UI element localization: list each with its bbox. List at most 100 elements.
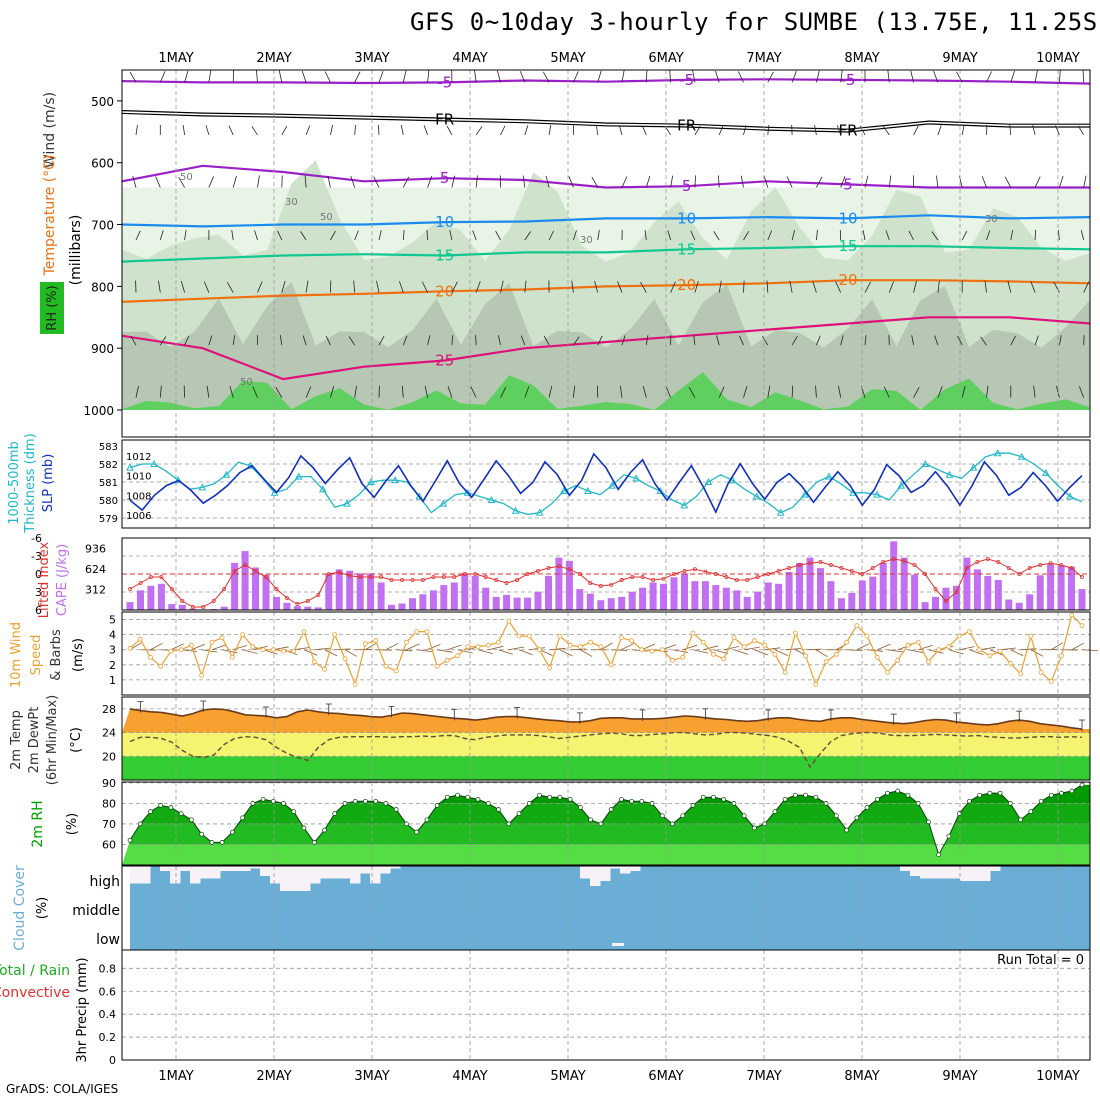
wind-barb xyxy=(888,281,894,293)
cape-bar xyxy=(524,597,531,610)
lifted-index-marker xyxy=(483,575,488,579)
rh-line xyxy=(129,784,1083,856)
thickness-marker xyxy=(439,499,448,507)
cloud-high-gap xyxy=(290,866,301,891)
cape-bar xyxy=(827,581,835,610)
wind-speed-marker xyxy=(731,635,737,641)
isotherm-line xyxy=(121,164,1090,189)
wind-barb xyxy=(206,385,210,398)
wind-barb xyxy=(232,335,236,346)
wind-barb xyxy=(447,386,453,398)
wind-barb xyxy=(279,335,283,346)
y-tick-label: 700 xyxy=(91,219,114,233)
wind-barb xyxy=(376,280,380,293)
lifted-index-marker xyxy=(672,572,676,576)
wind-barb xyxy=(519,71,526,83)
wind-barb-10m xyxy=(652,649,668,653)
wind-barb xyxy=(256,70,258,83)
wind-barb xyxy=(816,335,821,346)
wind-barb-10m xyxy=(488,645,504,651)
cape-bar xyxy=(565,560,573,610)
wind-barb xyxy=(325,335,331,346)
wind-barb xyxy=(524,280,527,293)
wind-barb xyxy=(645,335,649,346)
wind-barb xyxy=(665,386,671,398)
cape-bar xyxy=(1068,566,1075,610)
wind-barb-10m xyxy=(1071,642,1085,651)
wind-barb xyxy=(882,126,890,136)
cloud-high-gap xyxy=(250,866,261,869)
lifted-index-marker xyxy=(776,569,781,573)
lifted-index-marker xyxy=(515,578,520,582)
cape-bar xyxy=(262,574,270,610)
lifted-index-marker xyxy=(577,572,582,576)
axis-label-minmax: (6hr Min/Max) xyxy=(45,695,60,785)
wind10m-panel: 5 4 3 2 1 xyxy=(109,611,1098,696)
rh-marker xyxy=(854,815,860,821)
wind-speed-marker xyxy=(711,651,716,657)
cape-bar xyxy=(754,591,762,610)
thickness-marker xyxy=(391,476,399,484)
wind-speed-marker xyxy=(915,639,921,645)
thickness-marker xyxy=(921,459,930,467)
rh-marker xyxy=(659,813,665,819)
cloud-high-gap xyxy=(240,866,251,871)
temp2m-panel: 28 24 20 xyxy=(102,696,1091,781)
wind-speed-marker xyxy=(168,648,174,654)
wind-speed-marker xyxy=(1028,633,1034,639)
lifted-index-marker xyxy=(933,587,938,591)
wind-barb-10m xyxy=(918,644,933,651)
cloud-high-gap xyxy=(260,866,271,876)
rh-marker xyxy=(383,801,389,806)
thickness-marker xyxy=(1017,452,1026,460)
wind-barb xyxy=(713,231,720,241)
wind-barb xyxy=(1004,176,1012,188)
wind-barb xyxy=(986,230,991,241)
rh-marker xyxy=(782,796,788,802)
rh-marker xyxy=(588,817,593,823)
wind-barb xyxy=(231,230,234,241)
rh-band-70 xyxy=(122,281,1090,410)
lifted-index-marker xyxy=(536,569,540,573)
wind-barb-10m xyxy=(744,646,760,651)
wind-barb xyxy=(451,335,454,346)
lifted-index-marker xyxy=(661,576,666,581)
cape-bar xyxy=(346,570,354,610)
axis-label-rh: RH (%) xyxy=(45,285,60,330)
lifted-index-marker xyxy=(473,572,478,576)
rh-marker xyxy=(721,796,727,802)
x-tick-label-top: 1MAY xyxy=(158,51,193,66)
cape-bar xyxy=(733,590,741,610)
thickness-marker xyxy=(584,486,592,494)
rh-marker xyxy=(803,792,808,798)
wind-barb xyxy=(984,280,987,293)
axis-label-barbs: & Barbs xyxy=(49,629,64,681)
axis-label-cloud-units: (%) xyxy=(35,897,50,920)
rh-marker xyxy=(915,801,921,806)
wind-barb-10m xyxy=(1051,642,1063,651)
wind-barb xyxy=(524,231,531,241)
lifted-index-marker xyxy=(284,596,289,600)
lifted-index-marker xyxy=(441,575,446,579)
wind-barb xyxy=(472,230,477,241)
wind-barb xyxy=(740,175,744,188)
y-tick-label-rh: 80 xyxy=(102,797,116,810)
wind-barb xyxy=(862,230,866,241)
x-tick-label-bottom: 2MAY xyxy=(256,1069,291,1084)
isotherm-line xyxy=(121,78,1091,85)
wind-barb xyxy=(305,125,311,136)
rh-marker xyxy=(281,801,286,806)
x-tick-label-top: 5MAY xyxy=(550,51,585,66)
wind-speed-marker xyxy=(670,657,675,663)
isotherm-label: 10 xyxy=(435,213,454,231)
axis-label-2m-temp: 2m Temp xyxy=(9,710,24,770)
thickness-marker xyxy=(318,485,327,493)
lifted-index-marker xyxy=(1006,566,1011,570)
wind-barb xyxy=(226,281,234,293)
lifted-index-marker xyxy=(1017,572,1022,576)
cape-bar xyxy=(220,606,228,610)
cape-bar xyxy=(628,591,636,610)
wind-barb xyxy=(378,70,384,83)
wind-barb xyxy=(252,386,258,398)
